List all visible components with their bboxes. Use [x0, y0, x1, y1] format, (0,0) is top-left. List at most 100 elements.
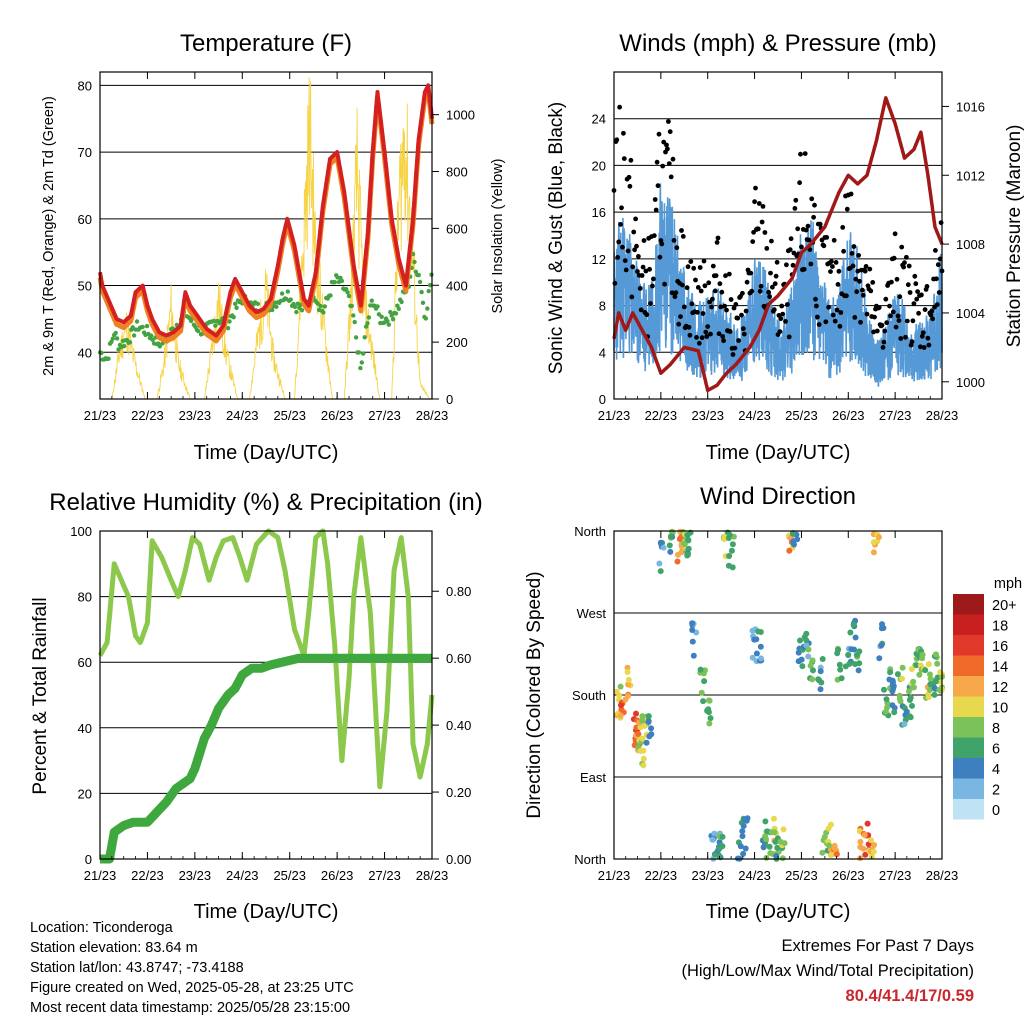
speed-legend-label: 4	[992, 762, 1000, 778]
gust-point	[898, 336, 904, 341]
gust-point	[686, 324, 692, 330]
gust-point	[852, 315, 858, 320]
dewpoint-point	[420, 300, 426, 305]
dewpoint-point	[134, 319, 140, 324]
direction-point	[639, 735, 646, 742]
dewpoint-point	[369, 298, 374, 303]
direction-point	[685, 537, 692, 543]
y-tick-label-right: 800	[446, 165, 468, 180]
dewpoint-point	[322, 304, 327, 309]
gust-point	[695, 309, 700, 315]
gust-point	[740, 326, 746, 332]
direction-point	[709, 836, 716, 843]
gust-point	[848, 191, 854, 197]
gust-point	[662, 281, 667, 287]
dewpoint-point	[358, 365, 363, 371]
gust-point	[772, 281, 778, 287]
direction-point	[645, 718, 652, 724]
gust-point	[733, 302, 739, 307]
gust-point	[856, 253, 861, 258]
station-latlon: Station lat/lon: 43.8747; -73.4188	[30, 960, 244, 976]
direction-point	[819, 849, 826, 856]
direction-point	[838, 675, 845, 682]
direction-point	[890, 683, 897, 689]
x-tick-label: 22/23	[645, 408, 678, 423]
gust-point	[664, 142, 669, 148]
gust-point	[790, 262, 796, 268]
dewpoint-point	[274, 304, 279, 309]
gust-point	[641, 238, 647, 243]
direction-point	[768, 829, 775, 836]
direction-point	[689, 638, 696, 645]
direction-point	[707, 715, 714, 722]
x-tick-label: 26/23	[832, 868, 865, 883]
dewpoint-point	[353, 335, 359, 340]
dewpoint-point	[318, 303, 323, 309]
gust-point	[665, 146, 670, 152]
direction-point	[871, 842, 878, 848]
gust-point	[896, 318, 902, 323]
gust-point	[648, 301, 653, 306]
winds-series	[611, 96, 945, 393]
direction-series	[613, 528, 945, 862]
direction-point	[617, 683, 624, 690]
direction-point	[643, 739, 650, 746]
dewpoint-point	[426, 288, 431, 294]
gust-point	[625, 248, 631, 254]
gust-point	[670, 156, 676, 162]
gust-point	[728, 297, 734, 302]
direction-point	[907, 694, 914, 701]
direction-point	[700, 698, 707, 705]
y-tick-label-right: 1004	[956, 306, 985, 321]
gust-point	[841, 248, 846, 254]
direction-point	[656, 560, 663, 567]
gust-point	[938, 220, 944, 226]
gust-point	[741, 331, 747, 337]
speed-legend-label: 0	[992, 803, 1000, 819]
x-tick-label: 21/23	[598, 868, 631, 883]
dewpoint-point	[114, 336, 120, 341]
temperature-series	[97, 77, 435, 400]
gust-point	[655, 183, 661, 189]
gust-point	[780, 311, 786, 317]
direction-point	[757, 643, 764, 650]
gust-point	[933, 248, 938, 253]
direction-point	[899, 675, 905, 682]
dewpoint-point	[332, 280, 337, 285]
gust-point	[837, 323, 843, 329]
gust-point	[652, 197, 658, 202]
gust-point	[925, 335, 931, 341]
gust-point	[883, 296, 889, 302]
dewpoint-point	[231, 315, 236, 320]
direction-point	[749, 654, 756, 661]
dewpoint-point	[362, 335, 367, 340]
gust-point	[830, 264, 835, 269]
dewpoint-point	[157, 344, 162, 349]
extremes-box: Extremes For Past 7 Days (High/Low/Max W…	[681, 934, 974, 1009]
gust-point	[705, 324, 711, 329]
gust-point	[727, 329, 733, 334]
gust-point	[935, 262, 941, 268]
dewpoint-point	[255, 301, 261, 306]
direction-point	[779, 855, 786, 862]
direction-point	[737, 843, 744, 850]
y-tick-label: 4	[599, 345, 606, 360]
dewpoint-point	[423, 316, 428, 321]
direction-point	[817, 686, 824, 693]
gust-point	[915, 289, 920, 294]
direction-point	[916, 671, 923, 678]
gust-point	[906, 263, 912, 269]
direction-point	[676, 536, 683, 542]
gust-point	[762, 230, 768, 235]
dewpoint-point	[225, 326, 231, 331]
direction-point	[711, 830, 718, 837]
gust-point	[651, 276, 656, 282]
gust-point	[722, 303, 727, 309]
gust-point	[626, 174, 632, 180]
gust-point	[672, 294, 678, 300]
dewpoint-point	[234, 305, 239, 310]
gust-point	[748, 270, 754, 276]
speed-legend-swatch	[953, 594, 984, 615]
direction-point	[809, 676, 816, 683]
data-timestamp: Most recent data timestamp: 2025/05/28 2…	[30, 1000, 351, 1016]
